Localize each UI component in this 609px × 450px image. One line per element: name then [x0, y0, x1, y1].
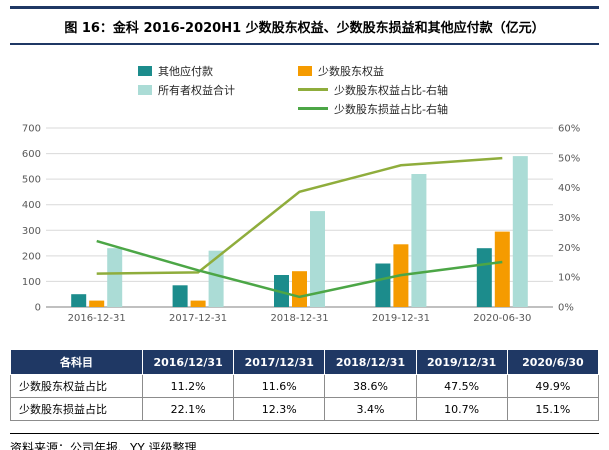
table-cell: 49.9% — [506, 374, 600, 398]
bar — [208, 250, 224, 307]
right-axis-tick-label: 30% — [558, 213, 580, 224]
legend-label: 少数股东权益占比-右轴 — [334, 83, 448, 97]
chart-legend: 其他应付款 少数股东权益所有者权益合计 少数股东权益占比-右轴 少数股东损益占比-右轴 — [138, 61, 599, 118]
table-header-cell: 各科目 — [10, 349, 143, 375]
right-axis-tick-label: 50% — [558, 153, 580, 164]
table-row-label: 少数股东权益占比 — [10, 374, 143, 398]
bar — [292, 271, 307, 307]
left-axis-tick-label: 200 — [22, 251, 41, 262]
table-row-label: 少数股东损益占比 — [10, 397, 143, 421]
bar — [107, 248, 123, 307]
legend-label: 所有者权益合计 — [158, 83, 235, 97]
table-body: 少数股东权益占比 11.2% 11.6% 38.6% 47.5% 49.9% 少数股东损益占… — [10, 374, 600, 421]
bar — [310, 211, 325, 307]
legend-row: 少数股东损益占比-右轴 — [138, 99, 599, 118]
bar — [512, 156, 528, 307]
table-header-cell: 2018/12/31 — [324, 349, 417, 375]
legend-item: 所有者权益合计 — [138, 82, 298, 98]
title-divider — [10, 43, 599, 45]
table-cell: 3.4% — [324, 397, 417, 421]
legend-item: 少数股东权益 — [298, 63, 568, 79]
bar — [190, 300, 206, 307]
chart-area: 0 100 200 300 400 500 600 700 0% 10% 20% 30% 40% 50% 6… — [10, 122, 599, 333]
bar — [494, 231, 510, 307]
legend-item: 少数股东损益占比-右轴 — [298, 101, 568, 117]
legend-item: 少数股东权益占比-右轴 — [298, 82, 568, 98]
legend-bar-swatch-icon — [138, 65, 152, 76]
table-cell: 11.2% — [141, 374, 235, 398]
legend-line-swatch-icon — [298, 107, 328, 110]
bar — [375, 263, 391, 307]
right-axis-tick-label: 20% — [558, 243, 580, 254]
bar — [89, 300, 105, 307]
right-axis-tick-label: 0% — [558, 303, 574, 314]
legend-row: 所有者权益合计 少数股东权益占比-右轴 — [138, 80, 599, 99]
left-axis-tick-label: 400 — [22, 200, 41, 211]
table-cell: 47.5% — [415, 374, 508, 398]
legend-item: 其他应付款 — [138, 63, 298, 79]
legend-line-swatch-icon — [298, 88, 328, 91]
table-header-row: 各科目 2016/12/31 2017/12/31 2018/12/31 2019/12… — [10, 349, 600, 375]
table-row: 少数股东损益占比 22.1% 12.3% 3.4% 10.7% 15.1% — [10, 397, 600, 421]
left-axis-tick-label: 100 — [22, 277, 41, 288]
bar — [476, 248, 492, 307]
legend-label: 少数股东损益占比-右轴 — [334, 102, 448, 116]
table-cell: 11.6% — [233, 374, 326, 398]
legend-label: 少数股东权益 — [318, 64, 384, 78]
line-series — [96, 239, 503, 299]
left-axis-tick-label: 0 — [35, 303, 41, 314]
left-axis-tick-label: 700 — [22, 124, 41, 135]
table-cell: 15.1% — [506, 397, 600, 421]
table-header-cell: 2020/6/30 — [506, 349, 600, 375]
line-series — [96, 156, 503, 275]
table-header-cell: 2016/12/31 — [141, 349, 235, 375]
x-axis-category-label: 2016-12-31 — [68, 313, 126, 324]
left-axis-tick-label: 500 — [22, 175, 41, 186]
left-axis-tick-label: 600 — [22, 149, 41, 160]
x-axis-category-label: 2020-06-30 — [473, 313, 531, 324]
bar — [172, 285, 188, 307]
bar — [411, 174, 427, 307]
right-axis-tick-label: 40% — [558, 183, 580, 194]
source-note: 资料来源：公司年报、YY 评级整理 — [10, 441, 197, 450]
left-axis-tick-label: 300 — [22, 226, 41, 237]
table-cell: 22.1% — [141, 397, 235, 421]
legend-row: 其他应付款 少数股东权益 — [138, 61, 599, 80]
x-axis-category-label: 2019-12-31 — [372, 313, 430, 324]
data-table: 各科目 2016/12/31 2017/12/31 2018/12/31 2019/12… — [10, 349, 600, 421]
legend-label: 其他应付款 — [158, 64, 213, 78]
x-axis-category-label: 2018-12-31 — [270, 313, 328, 324]
bar — [71, 294, 87, 307]
footer-divider — [10, 433, 599, 434]
table-header-cell: 2017/12/31 — [233, 349, 326, 375]
figure-title: 图 16：金科 2016-2020H1 少数股东权益、少数股东损益和其他应付款（… — [64, 21, 545, 36]
right-axis-tick-label: 60% — [558, 124, 580, 135]
combo-chart: 0 100 200 300 400 500 600 700 0% 10% 20% 30% 40% 50% 6… — [22, 124, 580, 325]
x-axis-category-label: 2017-12-31 — [169, 313, 227, 324]
table-row: 少数股东权益占比 11.2% 11.6% 38.6% 47.5% 49.9% — [10, 374, 600, 398]
legend-bar-swatch-icon — [138, 84, 152, 95]
table-cell: 12.3% — [233, 397, 326, 421]
table-cell: 38.6% — [324, 374, 417, 398]
legend-bar-swatch-icon — [298, 65, 312, 76]
table-cell: 10.7% — [415, 397, 508, 421]
right-axis-tick-label: 10% — [558, 273, 580, 284]
top-divider — [10, 6, 599, 9]
table-header-cell: 2019/12/31 — [415, 349, 508, 375]
